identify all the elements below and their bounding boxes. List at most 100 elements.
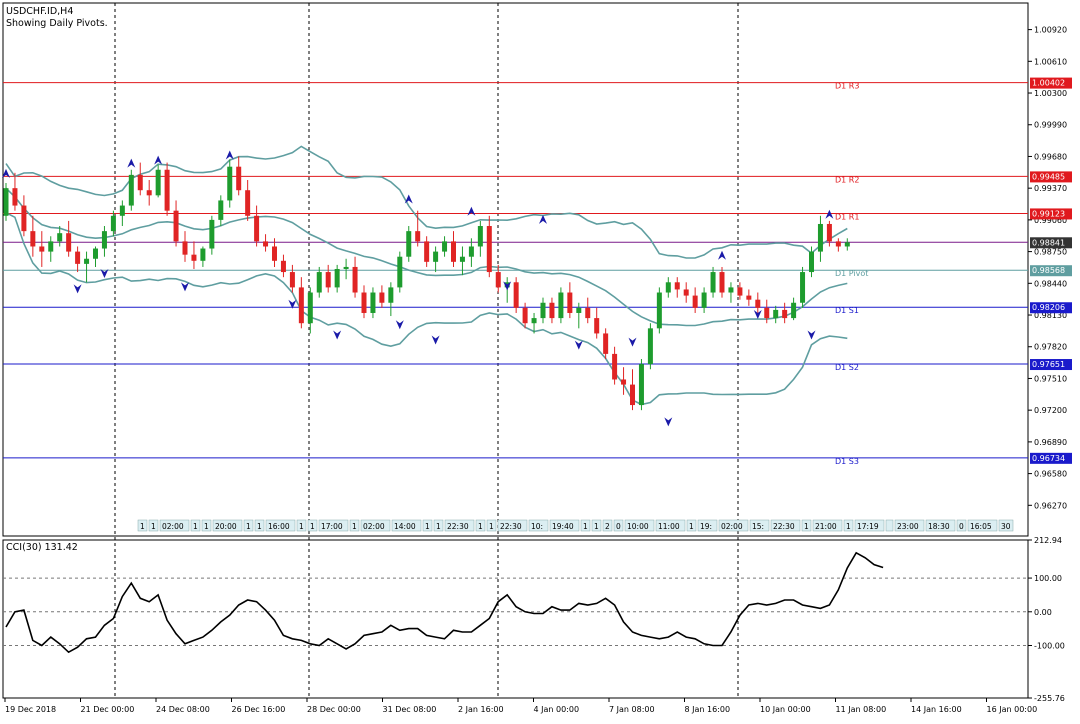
period-tag-box [686, 519, 697, 532]
candle-body [370, 292, 376, 313]
candle-body [612, 353, 618, 380]
candle-body [638, 364, 644, 406]
candle-body [93, 248, 98, 259]
time-axis-label: 21 Dec 00:00 [81, 705, 135, 714]
pivot-price-box [1030, 208, 1072, 220]
cci-tick-label: 212.94 [1034, 536, 1062, 545]
candle-body [513, 282, 519, 308]
candle-body [280, 260, 286, 273]
cci-panel-frame [2, 539, 1029, 699]
price-tick-label: 0.98440 [1034, 279, 1067, 288]
candle-body [495, 272, 501, 288]
candle-body [110, 215, 116, 232]
candle-body [3, 188, 9, 216]
candle-body [442, 241, 448, 252]
candle-body [477, 226, 483, 247]
cci-tick-label: 100.00 [1034, 574, 1062, 583]
period-tag: 10: [531, 522, 543, 531]
candle-body [674, 282, 680, 290]
period-tag-box [801, 519, 812, 532]
pivot-price-label: 0.98568 [1032, 266, 1065, 275]
time-axis-label: 7 Jan 08:00 [609, 705, 655, 714]
time-axis-label: 28 Dec 00:00 [307, 705, 361, 714]
pivot-label: D1 S2 [835, 363, 859, 372]
period-tag-box [718, 519, 749, 532]
fractal-down-arrow [100, 269, 109, 279]
candle-body [800, 272, 806, 303]
period-tag-box [854, 519, 885, 532]
candle-body [173, 210, 179, 242]
candle-body [701, 292, 707, 308]
price-tick-label: 0.99990 [1034, 121, 1067, 130]
candle-body [737, 287, 743, 296]
period-tag: 19:40 [552, 522, 574, 531]
period-tag: 0 [959, 522, 964, 531]
fractal-up-arrow [825, 209, 834, 219]
period-tag: 22:30 [500, 522, 522, 531]
candle-body [773, 309, 779, 319]
candle-body [791, 302, 797, 319]
candle-body [585, 307, 591, 319]
candle-body [155, 169, 161, 196]
period-tag: 1 [689, 522, 694, 531]
pivot-label: D1 R3 [835, 82, 859, 91]
fractal-up-arrow [127, 158, 136, 168]
period-tag: 02:00 [162, 522, 184, 531]
period-tag-box [967, 519, 998, 532]
period-tag: 21:00 [815, 522, 837, 531]
candle-body [254, 215, 260, 242]
candle-body [522, 307, 528, 324]
candle-body [844, 242, 850, 247]
candle-body [692, 295, 698, 308]
candle-body [227, 166, 233, 201]
candle-body [459, 256, 465, 262]
candle-body [406, 231, 412, 257]
period-tag: 22:30 [447, 522, 469, 531]
time-axis-label: 10 Jan 00:00 [760, 705, 811, 714]
period-tag: 0 [616, 522, 621, 531]
pivot-price-label: 0.99123 [1032, 209, 1065, 218]
period-tag: 1 [246, 522, 251, 531]
period-tag: 1 [310, 522, 315, 531]
period-tag: 1 [257, 522, 262, 531]
candle-body [119, 205, 125, 216]
candle-body [236, 166, 242, 191]
candle-body [683, 289, 689, 296]
candle-body [656, 292, 662, 329]
period-tag-box [613, 519, 624, 532]
period-tag: 1 [425, 522, 430, 531]
candle-body [325, 272, 331, 288]
fractal-down-arrow [73, 284, 82, 294]
candle-body [451, 241, 456, 262]
candle-body [39, 246, 45, 252]
pivot-price-box [1030, 302, 1072, 314]
pivot-label: D1 S1 [835, 306, 859, 315]
period-tag: 11:00 [658, 522, 680, 531]
candle-body [272, 246, 277, 261]
candle-body [84, 258, 90, 264]
period-tag: 10:00 [627, 522, 649, 531]
period-tag-box [602, 519, 613, 532]
period-tag-box [296, 519, 307, 532]
candle-body [137, 174, 143, 191]
bollinger-band-upper [5, 145, 848, 259]
period-tag: 1 [804, 522, 809, 531]
period-tag: 1 [352, 522, 357, 531]
period-tag-box [243, 519, 254, 532]
candle-body [630, 384, 635, 406]
price-tick-label: 1.00610 [1034, 57, 1067, 66]
current-price-label: 0.98841 [1032, 238, 1065, 247]
candle-body [101, 231, 107, 249]
fractal-down-arrow [395, 320, 404, 330]
candle-body [710, 272, 716, 293]
candle-body [191, 254, 197, 261]
price-tick-label: 0.99680 [1034, 152, 1067, 161]
pivot-price-box [1030, 452, 1072, 464]
fractal-up-arrow [539, 214, 547, 224]
candle-body [218, 200, 224, 220]
price-tick-label: 0.99060 [1034, 216, 1067, 225]
time-axis-label: 14 Jan 16:00 [911, 705, 962, 714]
fractal-up-arrow [467, 206, 476, 216]
